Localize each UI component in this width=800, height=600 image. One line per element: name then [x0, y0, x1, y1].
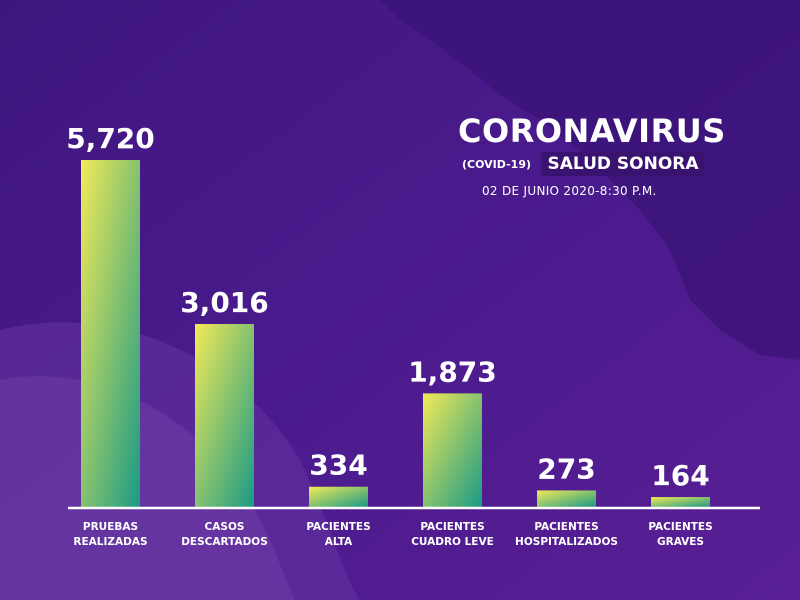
value-label-0: 5,720 [66, 122, 155, 155]
bar-4 [537, 490, 596, 507]
category-label-1-line-1: DESCARTADOS [181, 536, 268, 548]
subtitle-row: (COVID-19) SALUD SONORA [462, 152, 705, 178]
lower-left-wave-2 [0, 376, 295, 600]
value-label-1: 3,016 [180, 286, 269, 319]
category-label-0-line-0: PRUEBAS [83, 521, 138, 533]
category-label-1-line-0: CASOS [205, 521, 245, 533]
chart-title: CORONAVIRUS [458, 112, 726, 150]
map-silhouette [380, 0, 800, 360]
category-label-2-line-0: PACIENTES [306, 521, 370, 533]
category-label-3-line-1: CUADRO LEVE [411, 536, 494, 548]
value-label-3: 1,873 [408, 355, 497, 388]
value-label-4: 273 [537, 452, 595, 485]
category-label-3-line-0: PACIENTES [420, 521, 484, 533]
bar-2 [309, 486, 368, 507]
report-date: 02 DE JUNIO 2020-8:30 P.M. [482, 184, 657, 198]
category-label-4-line-0: PACIENTES [534, 521, 598, 533]
category-label-2-line-1: ALTA [325, 536, 353, 548]
value-label-2: 334 [309, 449, 367, 482]
bars-group: 5,720 PRUEBAS REALIZADAS 3,016 CASOS DESCARTA… [66, 122, 712, 548]
bar-5 [651, 497, 710, 507]
bar-0 [81, 160, 140, 507]
category-label-4-line-1: HOSPITALIZADOS [515, 536, 618, 548]
value-label-5: 164 [651, 459, 709, 492]
category-label-5-line-0: PACIENTES [648, 521, 712, 533]
salud-sonora-badge: SALUD SONORA [541, 152, 705, 176]
category-label-0-line-1: REALIZADAS [73, 536, 147, 548]
bar-1 [195, 324, 254, 507]
category-label-5-line-1: GRAVES [657, 536, 704, 548]
covid-tag: (COVID-19) [462, 157, 531, 171]
bar-3 [423, 393, 482, 507]
